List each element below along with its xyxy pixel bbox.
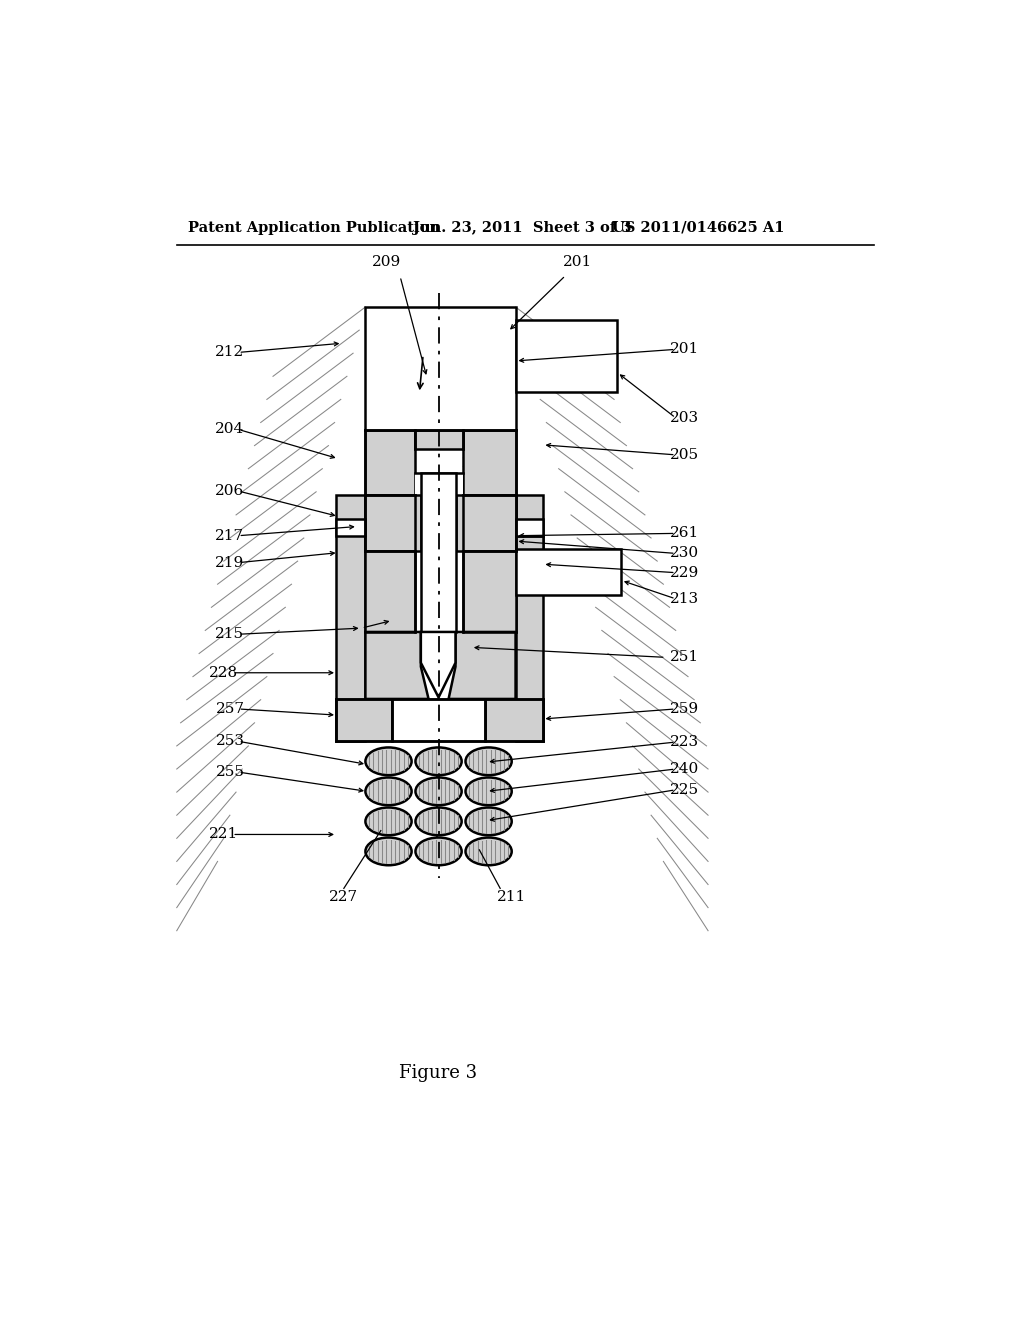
Text: 230: 230	[670, 546, 698, 561]
Text: Jun. 23, 2011  Sheet 3 of 3: Jun. 23, 2011 Sheet 3 of 3	[413, 220, 632, 235]
Polygon shape	[416, 430, 463, 449]
Polygon shape	[366, 430, 416, 495]
Text: 223: 223	[670, 735, 698, 748]
Ellipse shape	[366, 808, 412, 836]
Ellipse shape	[366, 747, 412, 775]
Polygon shape	[336, 519, 366, 536]
Text: 206: 206	[215, 484, 245, 498]
Text: 257: 257	[215, 702, 245, 715]
Polygon shape	[416, 473, 463, 495]
Text: 240: 240	[670, 762, 698, 776]
Text: 212: 212	[215, 346, 245, 359]
Polygon shape	[366, 552, 416, 632]
Text: 211: 211	[497, 890, 526, 904]
Text: 255: 255	[215, 766, 245, 779]
Text: Patent Application Publication: Patent Application Publication	[188, 220, 440, 235]
Text: 261: 261	[670, 527, 698, 540]
Polygon shape	[336, 700, 392, 742]
Text: 201: 201	[670, 342, 698, 356]
Text: Figure 3: Figure 3	[399, 1064, 477, 1082]
Text: 213: 213	[670, 591, 698, 606]
Ellipse shape	[416, 777, 462, 805]
Text: 253: 253	[215, 734, 245, 748]
Ellipse shape	[416, 747, 462, 775]
Ellipse shape	[366, 837, 412, 866]
Text: 209: 209	[372, 255, 400, 269]
Polygon shape	[392, 700, 484, 742]
Polygon shape	[456, 495, 515, 552]
Ellipse shape	[416, 837, 462, 866]
Text: 227: 227	[330, 890, 358, 904]
Polygon shape	[515, 536, 543, 552]
Polygon shape	[484, 700, 543, 742]
Ellipse shape	[466, 747, 512, 775]
Polygon shape	[515, 495, 543, 742]
Text: 217: 217	[215, 529, 245, 543]
Text: 203: 203	[670, 411, 698, 425]
Polygon shape	[366, 632, 429, 700]
Polygon shape	[449, 632, 515, 700]
Polygon shape	[463, 430, 515, 495]
Polygon shape	[336, 495, 366, 742]
Polygon shape	[421, 632, 456, 697]
Text: 215: 215	[215, 627, 245, 642]
Text: 205: 205	[670, 447, 698, 462]
Ellipse shape	[466, 777, 512, 805]
Ellipse shape	[466, 837, 512, 866]
Polygon shape	[421, 473, 456, 632]
Polygon shape	[515, 519, 543, 536]
Text: 225: 225	[670, 783, 698, 797]
Text: 259: 259	[670, 702, 698, 715]
Text: 228: 228	[209, 665, 239, 680]
Text: 251: 251	[670, 651, 698, 664]
Ellipse shape	[366, 777, 412, 805]
Polygon shape	[515, 549, 621, 595]
Text: 219: 219	[215, 556, 245, 570]
Polygon shape	[366, 495, 421, 552]
Text: 204: 204	[215, 422, 245, 437]
Text: 201: 201	[562, 255, 592, 269]
Polygon shape	[366, 308, 515, 430]
Text: 229: 229	[670, 566, 698, 579]
Ellipse shape	[416, 808, 462, 836]
Polygon shape	[463, 552, 515, 632]
Polygon shape	[515, 321, 617, 392]
Text: US 2011/0146625 A1: US 2011/0146625 A1	[611, 220, 784, 235]
Text: 221: 221	[209, 828, 239, 841]
Ellipse shape	[466, 808, 512, 836]
